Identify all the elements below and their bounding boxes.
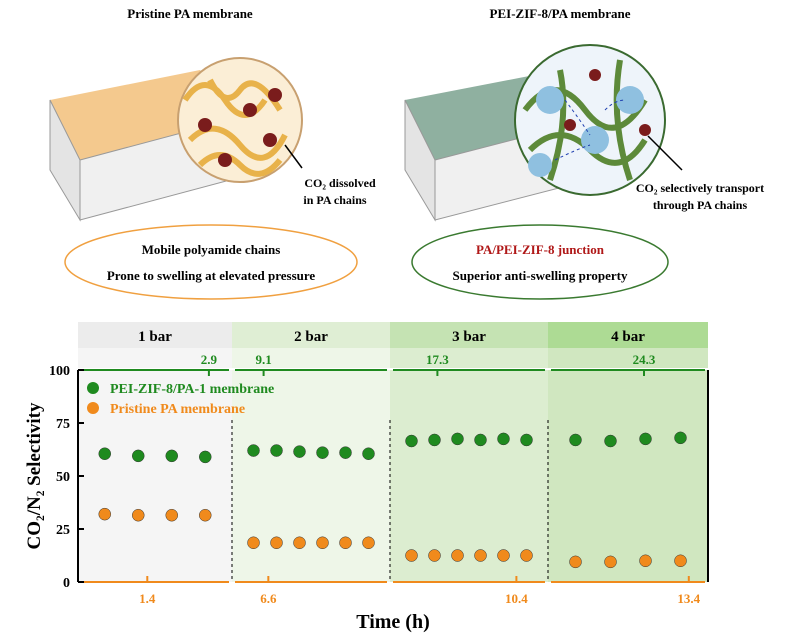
top-tick-label: 9.1 — [255, 352, 271, 367]
right-note: CO₂ selectively transport — [636, 181, 764, 195]
x-axis-title: Time (h) — [356, 611, 430, 633]
data-point — [405, 434, 418, 448]
data-point — [362, 536, 375, 550]
panel-header — [548, 322, 708, 348]
y-tick-label: 0 — [63, 576, 70, 591]
panel-background — [78, 370, 232, 582]
top-tick-label: 24.3 — [633, 352, 656, 367]
data-point — [497, 549, 510, 562]
data-point — [293, 445, 306, 458]
data-point — [451, 432, 464, 446]
data-point — [165, 508, 178, 522]
right-title: PEI-ZIF-8/PA membrane — [490, 6, 631, 21]
left-illustration — [49, 57, 303, 222]
x-tick-label: 1.4 — [139, 591, 156, 606]
y-tick-label: 100 — [49, 364, 70, 379]
top-tick-label: 2.9 — [201, 352, 218, 367]
data-point — [339, 446, 352, 459]
panel-header — [232, 322, 390, 348]
left-title: Pristine PA membrane — [127, 6, 253, 21]
panel-subheader — [232, 348, 390, 368]
panel-subheader — [548, 348, 708, 368]
data-point — [98, 447, 111, 460]
right-box-text: Superior anti-swelling property — [452, 268, 628, 283]
data-point — [132, 449, 145, 463]
data-point — [520, 433, 533, 447]
panel-label: 4 bar — [611, 329, 645, 345]
legend-marker — [87, 402, 99, 414]
left-note: in PA chains — [303, 193, 366, 207]
data-point — [474, 549, 487, 562]
panel-header — [78, 322, 232, 348]
x-tick-label: 6.6 — [260, 591, 277, 606]
panel-background — [548, 370, 708, 582]
data-point — [339, 536, 352, 550]
data-point — [451, 549, 464, 562]
data-point — [270, 536, 283, 550]
data-point — [132, 508, 145, 522]
legend-marker — [87, 382, 99, 394]
data-point — [428, 549, 441, 562]
data-point — [405, 549, 418, 562]
right-box — [411, 224, 669, 300]
panel-header — [390, 322, 548, 348]
data-point — [604, 555, 617, 569]
left-box-text: Prone to swelling at elevated pressure — [107, 268, 316, 283]
data-point — [270, 444, 283, 457]
y-tick-label: 75 — [56, 417, 70, 432]
left-box — [64, 224, 358, 300]
data-point — [497, 432, 510, 446]
data-point — [316, 446, 329, 459]
data-point — [199, 508, 212, 522]
panel-background — [390, 370, 548, 582]
panel-background — [232, 370, 390, 582]
x-tick-label: 13.4 — [677, 591, 700, 606]
top-tick-label: 17.3 — [426, 352, 449, 367]
panel-label: 2 bar — [294, 329, 328, 345]
data-point — [293, 536, 306, 550]
data-point — [428, 433, 441, 447]
panel-label: 3 bar — [452, 329, 486, 345]
data-point — [639, 432, 652, 446]
data-point — [569, 555, 582, 569]
left-box-text: Mobile polyamide chains — [142, 242, 281, 257]
panel-subheader — [78, 348, 232, 368]
data-point — [98, 507, 111, 521]
right-illustration — [404, 44, 683, 222]
y-tick-label: 25 — [56, 523, 70, 538]
right-note: through PA chains — [653, 198, 748, 212]
data-point — [639, 554, 652, 568]
data-point — [674, 431, 687, 445]
data-point — [569, 433, 582, 447]
data-point — [316, 536, 329, 550]
data-point — [199, 450, 212, 464]
right-box-text: PA/PEI-ZIF-8 junction — [476, 242, 605, 257]
left-note: CO₂ dissolved — [304, 176, 376, 190]
panel-label: 1 bar — [138, 329, 172, 345]
data-point — [474, 433, 487, 447]
data-point — [247, 444, 260, 457]
legend-label: PEI-ZIF-8/PA-1 membrane — [110, 382, 274, 397]
y-tick-label: 50 — [56, 470, 70, 485]
data-point — [247, 536, 260, 550]
x-tick-label: 10.4 — [505, 591, 528, 606]
data-point — [520, 549, 533, 562]
data-point — [674, 554, 687, 568]
data-point — [165, 449, 178, 463]
legend-label: Pristine PA membrane — [110, 402, 245, 417]
y-axis-title: CO₂/N₂ Selectivity — [24, 402, 45, 549]
panel-subheader — [390, 348, 548, 368]
data-point — [362, 447, 375, 460]
data-point — [604, 434, 617, 448]
